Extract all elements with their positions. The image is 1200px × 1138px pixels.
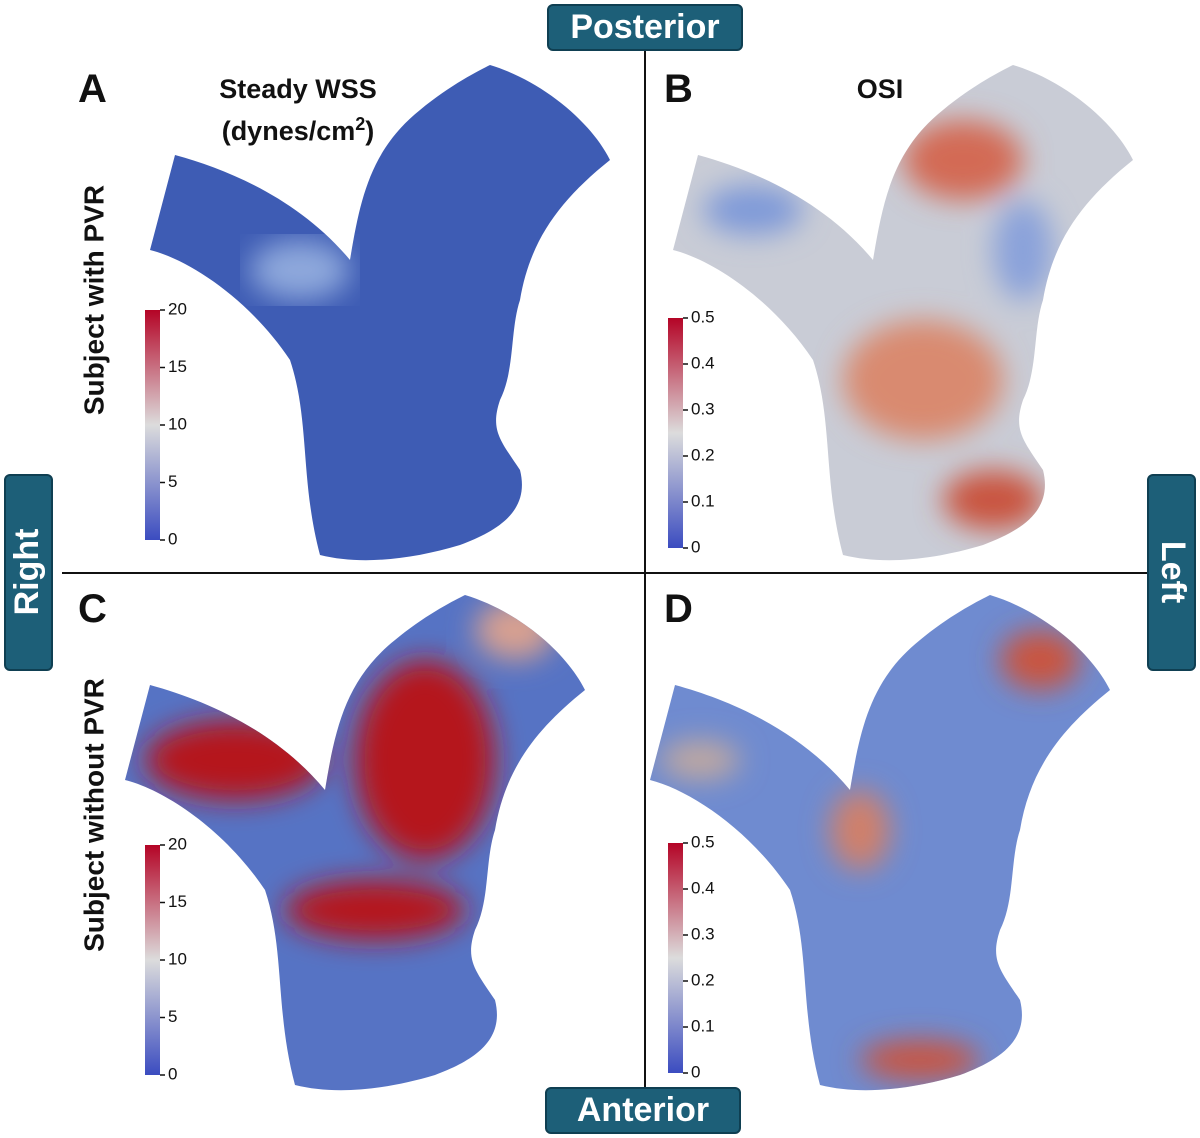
vessel-d	[650, 595, 1110, 1091]
colorbar-tick-label: 0.2	[691, 445, 715, 464]
colorbar-tick-label: 0.5	[691, 832, 715, 851]
colorbar-tick-label: 0.2	[691, 970, 715, 989]
colorbar-tick-label: 0.3	[691, 924, 715, 943]
orientation-label: Right	[8, 529, 46, 616]
vessel-c	[125, 595, 585, 1091]
row-label: Subject with PVR	[78, 185, 109, 415]
colorbar-tick-label: 10	[168, 949, 187, 968]
colorbar-tick-label: 0.3	[691, 399, 715, 418]
orientation-label: Posterior	[570, 8, 719, 46]
orientation-label: Anterior	[577, 1091, 709, 1129]
colorbar-tick-label: 0	[168, 1064, 177, 1083]
colorbar-tick-label: 0.1	[691, 491, 715, 510]
colorbar-tick-label: 0.4	[691, 878, 715, 897]
vessel-a	[150, 65, 610, 561]
colorbar-tick-label: 15	[168, 357, 187, 376]
row-label: Subject without PVR	[78, 678, 109, 952]
colorbar-tick-label: 20	[168, 299, 187, 318]
column-title: OSI	[857, 74, 904, 104]
panel-letter: D	[664, 587, 693, 631]
column-unit: (dynes/cm2)	[222, 114, 375, 146]
colorbar	[145, 310, 160, 540]
colorbar-tick-label: 0	[691, 537, 700, 556]
unit-text: (dynes/cm	[222, 116, 356, 146]
colorbar-tick-label: 0.1	[691, 1016, 715, 1035]
orientation-label: Left	[1154, 541, 1192, 603]
colorbar-tick-label: 5	[168, 472, 177, 491]
colorbar-tick-label: 10	[168, 414, 187, 433]
unit-sup: 2	[355, 114, 365, 134]
column-title: Steady WSS	[219, 74, 377, 104]
panel-letter: A	[78, 67, 107, 111]
colorbar-tick-label: 15	[168, 892, 187, 911]
colorbar-tick-label: 0	[168, 529, 177, 548]
panel-letter: C	[78, 587, 107, 631]
colorbar-tick-label: 0	[691, 1062, 700, 1081]
orientation-box	[547, 4, 743, 51]
vessel-b	[673, 65, 1133, 561]
colorbar-tick-label: 0.5	[691, 307, 715, 326]
colorbars: 0 5 10 15 20 0 0.1 0.2 0.3 0.4 0.5 0 5 10 15 20 0 0.1 0.2 0…	[145, 299, 715, 1083]
unit-end: )	[365, 116, 374, 146]
colorbar-tick-label: 5	[168, 1007, 177, 1026]
orientation-box	[1147, 474, 1196, 671]
colorbar	[145, 845, 160, 1075]
panel-letter: B	[664, 67, 693, 111]
orientation-box	[4, 474, 53, 671]
colorbar-tick-label: 20	[168, 834, 187, 853]
colorbar-tick-label: 0.4	[691, 353, 715, 372]
colorbar	[668, 843, 683, 1073]
orientation-box	[545, 1087, 741, 1134]
colorbar	[668, 318, 683, 548]
